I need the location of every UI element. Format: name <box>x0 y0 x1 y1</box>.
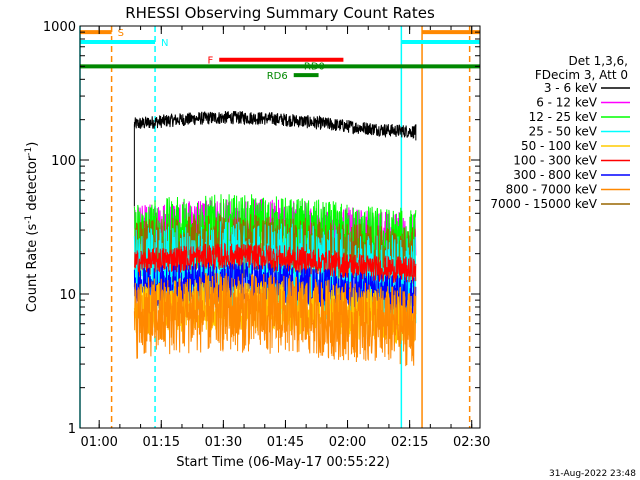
plot-area: S N F RD0 RD6 <box>79 26 480 428</box>
y-axis-label-part: detector <box>25 155 40 215</box>
y-axis-label-part: ) <box>25 142 40 147</box>
flag-label: F <box>207 56 213 67</box>
legend-label: 800 - 7000 keV <box>506 183 598 197</box>
y-tick-label: 1 <box>68 422 76 437</box>
legend-label: 100 - 300 keV <box>513 154 597 168</box>
y-axis-label-part: Count Rate (s <box>25 224 40 313</box>
legend-label: 50 - 100 keV <box>521 139 598 153</box>
legend-label: 6 - 12 keV <box>536 96 598 110</box>
x-tick-label: 01:00 <box>80 435 117 450</box>
y-axis-label-superscript: -1 <box>24 215 34 224</box>
x-tick-label: 01:30 <box>205 435 242 450</box>
x-tick-label: 02:00 <box>329 435 366 450</box>
legend-header-line: FDecim 3, Att 0 <box>535 68 628 82</box>
legend-label: 3 - 6 keV <box>544 81 598 95</box>
legend-label: 12 - 25 keV <box>529 110 598 124</box>
plot-frame <box>79 25 481 429</box>
x-tick-label: 01:45 <box>267 435 304 450</box>
x-tick-label: 02:30 <box>453 435 490 450</box>
flag-label: N <box>161 38 168 49</box>
timestamp: 31-Aug-2022 23:48 <box>549 469 636 479</box>
y-axis-label: Count Rate (s-1 detector-1) <box>24 142 40 313</box>
y-tick-label: 1000 <box>43 20 76 35</box>
legend-label: 7000 - 15000 keV <box>490 197 597 211</box>
series-line <box>133 111 417 139</box>
y-tick-label: 100 <box>51 154 76 169</box>
flag-label: S <box>118 28 124 39</box>
x-axis: 01:00 01:15 01:30 01:45 02:00 02:15 02:30 <box>80 26 490 450</box>
flag-label: RD0 <box>304 61 325 72</box>
y-axis-label-superscript: -1 <box>24 147 34 156</box>
legend-label: 25 - 50 keV <box>529 125 598 139</box>
y-axis: 1 10 100 1000 <box>43 20 480 437</box>
legend-header-line: Det 1,3,6, <box>569 54 629 68</box>
x-tick-label: 02:15 <box>391 435 428 450</box>
series-line <box>133 272 417 367</box>
legend-label: 300 - 800 keV <box>513 168 597 182</box>
series-line <box>134 242 417 284</box>
y-tick-label: 10 <box>59 288 76 303</box>
x-axis-label: Start Time (06-May-17 00:55:22) <box>176 455 390 470</box>
flag-label: RD6 <box>267 71 288 82</box>
chart-title: RHESSI Observing Summary Count Rates <box>125 4 435 22</box>
x-tick-label: 01:15 <box>143 435 180 450</box>
